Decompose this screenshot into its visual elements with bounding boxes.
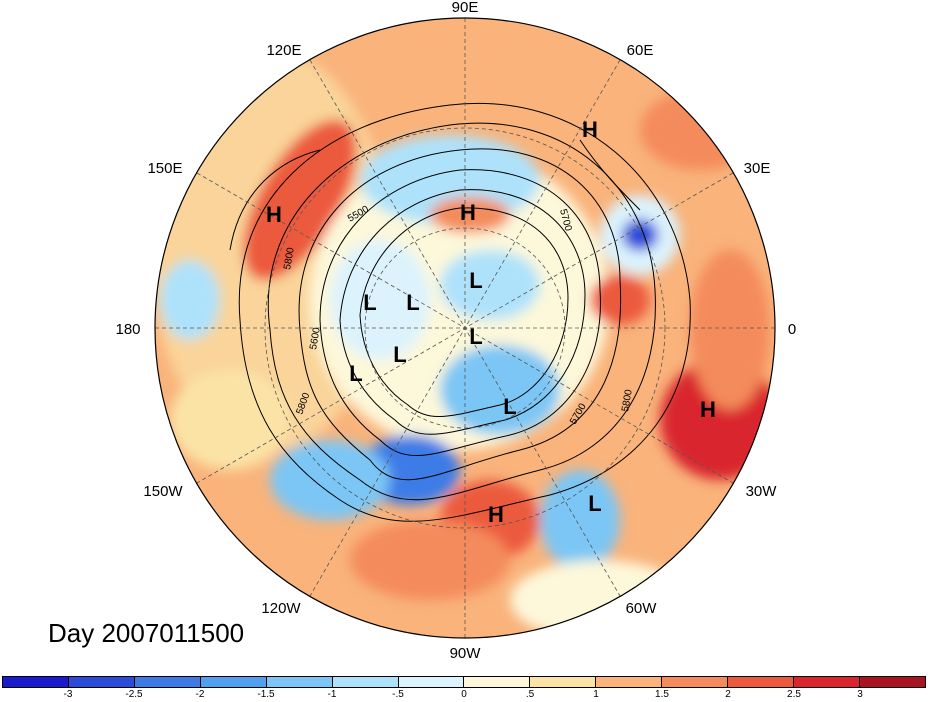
pressure-center-label: L	[469, 324, 482, 349]
colorbar-tick-label: .5	[525, 689, 535, 700]
colorbar-cell	[398, 677, 465, 687]
colorbar-cell	[3, 677, 69, 687]
pressure-center-label: L	[349, 361, 362, 386]
meridians	[155, 18, 775, 638]
colorbar-tick-label: -1.5	[257, 689, 275, 700]
colorbar-tick-label: -1	[327, 689, 337, 700]
lon-label-30e: 30E	[744, 160, 771, 177]
colorbar-tick-label: 1	[593, 689, 599, 700]
colorbar-tick-label: 1.5	[655, 689, 669, 700]
colorbar-tick-label: -.5	[392, 689, 404, 700]
pressure-center-label: L	[363, 290, 376, 315]
colorbar-tick-label: -3	[63, 689, 73, 700]
colorbar-tick-label: 3	[857, 689, 863, 700]
pressure-center-label: L	[406, 290, 419, 315]
lon-label-60e: 60E	[627, 42, 654, 59]
lon-label-60w: 60W	[626, 600, 658, 617]
colorbar-tick-label: -2	[195, 689, 205, 700]
pressure-center-label: L	[393, 342, 406, 367]
colorbar-tick-label: 0	[461, 689, 467, 700]
colorbar-cell	[530, 677, 597, 687]
lon-label-30w: 30W	[746, 483, 778, 500]
map-boundary	[154, 17, 776, 639]
lon-label-150w: 150W	[143, 483, 183, 500]
colorbar-ticks: -3 -2.5 -2 -1.5 -1 -.5 0 .5 1 1.5 2 2.5 3	[2, 689, 926, 702]
lon-label-90e: 90E	[452, 0, 479, 16]
lon-label-180: 180	[115, 321, 140, 338]
colorbar-cell	[794, 677, 860, 687]
date-title: Day 2007011500	[48, 618, 245, 648]
lon-label-120w: 120W	[261, 600, 301, 617]
colorbar-tick-label: -2.5	[125, 689, 143, 700]
colorbar-cell	[200, 677, 267, 687]
colorbar-cell	[464, 677, 531, 687]
colorbar-tick-label: 2.5	[787, 689, 801, 700]
contour-label: 5800	[282, 246, 297, 270]
colorbar	[2, 676, 926, 688]
colorbar-cell	[728, 677, 795, 687]
height-contours	[229, 103, 691, 522]
lon-label-150e: 150E	[147, 160, 182, 177]
polar-map: 90E 120E 60E 150E 30E 180 0 150W 30W 120…	[115, 0, 796, 662]
pressure-center-label: H	[488, 502, 504, 527]
pressure-center-label: L	[588, 491, 601, 516]
colorbar-cell	[266, 677, 333, 687]
pressure-center-label: H	[582, 117, 598, 142]
colorbar-cell	[596, 677, 663, 687]
contour-label: 5800	[620, 388, 635, 412]
pressure-center-label: H	[460, 200, 476, 225]
colorbar-tick-label: 2	[725, 689, 731, 700]
pressure-center-label: L	[469, 268, 482, 293]
colorbar-cell	[662, 677, 729, 687]
lon-label-120e: 120E	[266, 42, 301, 59]
colorbar-cell	[68, 677, 135, 687]
lon-label-0: 0	[788, 321, 796, 338]
pressure-center-label: H	[700, 397, 716, 422]
pressure-center-label: L	[503, 394, 516, 419]
contour-label: 5600	[308, 326, 323, 350]
colorbar-cell	[859, 677, 925, 687]
colorbar-cell	[134, 677, 201, 687]
pressure-center-label: H	[266, 202, 282, 227]
lon-label-90w: 90W	[450, 645, 482, 662]
colorbar-cell	[332, 677, 399, 687]
